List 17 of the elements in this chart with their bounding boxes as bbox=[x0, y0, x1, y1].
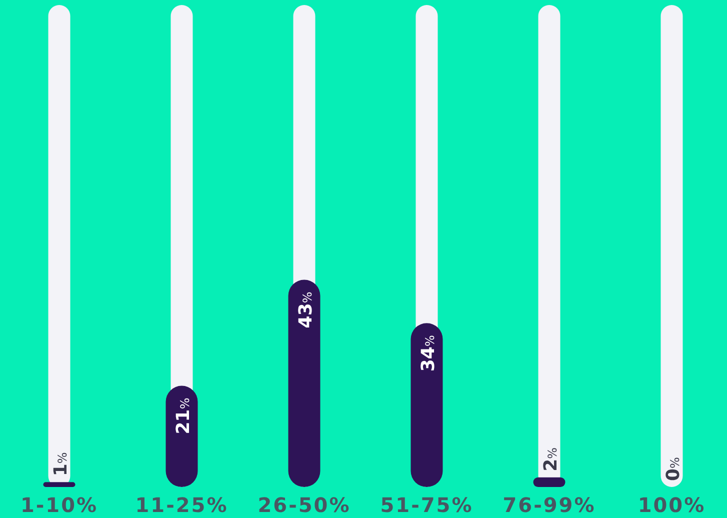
x-tick-label: 26-50% bbox=[258, 493, 351, 517]
bar bbox=[533, 477, 566, 487]
bar bbox=[660, 5, 683, 487]
bar bbox=[288, 280, 320, 487]
data-label: 2% bbox=[540, 447, 562, 472]
data-label: 1% bbox=[50, 452, 72, 476]
x-tick-label: 76-99% bbox=[502, 493, 596, 517]
x-tick-label: 11-25% bbox=[135, 493, 228, 517]
data-label: 43% bbox=[295, 292, 316, 328]
bar bbox=[43, 482, 76, 487]
data-label: 21% bbox=[172, 398, 194, 434]
data-label: 0% bbox=[662, 457, 684, 481]
x-tick-label: 1-10% bbox=[20, 493, 98, 517]
x-tick-label: 100% bbox=[638, 493, 706, 517]
bar bbox=[410, 323, 443, 487]
data-label: 34% bbox=[418, 335, 439, 372]
x-tick-label: 51-75% bbox=[380, 493, 474, 517]
